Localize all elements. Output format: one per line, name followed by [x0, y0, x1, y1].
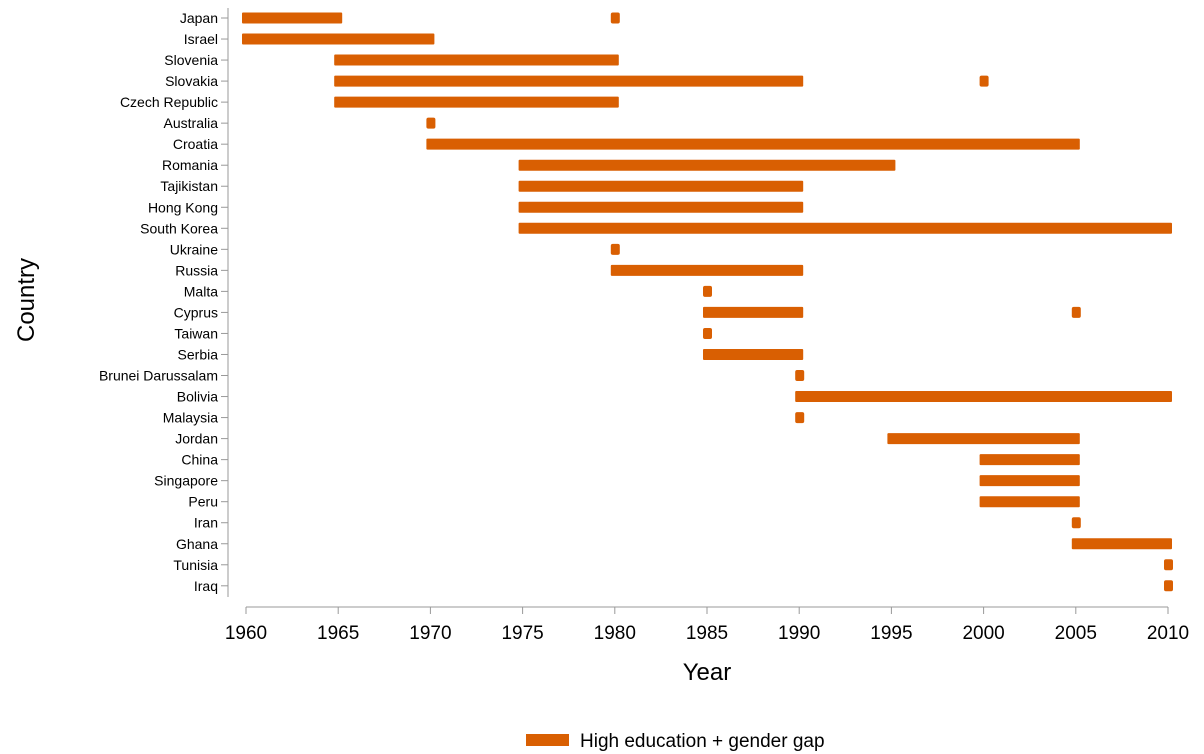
x-tick-label: 2000: [962, 623, 1004, 644]
y-tick-label: Ghana: [176, 536, 218, 552]
range-bar: [518, 159, 896, 171]
y-tick-label: Malta: [184, 283, 218, 299]
range-bar: [795, 370, 805, 382]
x-tick-label: 1990: [778, 623, 820, 644]
range-bar: [610, 264, 804, 276]
x-tick-label: 1965: [317, 623, 359, 644]
x-tick-label: 1995: [870, 623, 912, 644]
y-axis: Japan Israel Slovenia Slovakia Czech Republi…: [99, 8, 229, 597]
y-tick-label: Tajikistan: [160, 178, 218, 194]
range-bar: [518, 201, 804, 213]
range-bar: [334, 54, 619, 66]
range-bar: [887, 433, 1080, 445]
legend: High education + gender gap: [526, 731, 825, 752]
x-axis-title: Year: [683, 659, 732, 686]
range-bar: [795, 412, 805, 424]
range-bar: [979, 475, 1080, 487]
range-bar: [1071, 306, 1081, 318]
x-tick-label: 1960: [225, 623, 267, 644]
y-tick-label: Iraq: [194, 578, 218, 594]
y-tick-label: Iran: [194, 515, 218, 531]
x-tick-label: 1975: [501, 623, 543, 644]
range-bar: [703, 306, 804, 318]
x-tick-label: 1970: [409, 623, 451, 644]
range-bar: [518, 180, 804, 192]
y-tick-label: Taiwan: [174, 325, 218, 341]
range-bar: [610, 243, 620, 255]
y-tick-label: China: [181, 452, 218, 468]
y-tick-label: Slovakia: [165, 73, 218, 89]
x-tick-label: 2005: [1055, 623, 1097, 644]
y-tick-label: Croatia: [173, 136, 218, 152]
range-bar: [1164, 580, 1173, 592]
range-bar: [1071, 538, 1172, 550]
x-tick-label: 1985: [686, 623, 728, 644]
x-axis: 1960 1965 1970 1975 1980 1985 1990 1995 2000 2005…: [225, 606, 1189, 644]
y-tick-label: Russia: [175, 262, 218, 278]
y-tick-label: Malaysia: [163, 410, 218, 426]
x-tick-label: 2010: [1147, 623, 1189, 644]
y-tick-label: Japan: [180, 10, 218, 26]
range-bar: [703, 348, 804, 360]
range-bar: [426, 138, 1080, 150]
range-bar: [979, 75, 989, 87]
y-tick-label: Australia: [164, 115, 219, 131]
y-tick-label: Israel: [184, 31, 218, 47]
range-bar: [703, 327, 712, 339]
range-bar: [242, 33, 435, 45]
range-bar: [518, 222, 1172, 234]
y-tick-label: Brunei Darussalam: [99, 368, 218, 384]
legend-swatch: [526, 734, 569, 746]
range-bar: [703, 285, 712, 297]
range-bar: [334, 75, 804, 87]
y-tick-label: Czech Republic: [120, 94, 218, 110]
range-bar: [795, 391, 1172, 403]
y-tick-label: Cyprus: [174, 304, 218, 320]
y-tick-label: South Korea: [140, 220, 218, 236]
bars-layer: [242, 12, 1173, 592]
y-tick-label: Tunisia: [173, 557, 218, 573]
y-tick-label: Slovenia: [164, 52, 218, 68]
range-bar: [426, 117, 436, 129]
range-bar: [334, 96, 619, 108]
y-tick-label: Singapore: [154, 473, 218, 489]
x-tick-label: 1980: [594, 623, 636, 644]
y-tick-label: Bolivia: [177, 389, 218, 405]
range-bar: [1071, 517, 1081, 529]
range-bar: [979, 454, 1080, 466]
y-tick-label: Hong Kong: [148, 199, 218, 215]
y-tick-label: Peru: [188, 494, 218, 510]
range-bar: [1164, 559, 1173, 571]
y-axis-title: Country: [13, 258, 40, 342]
range-bar: [979, 496, 1080, 508]
range-bar: [242, 12, 343, 24]
y-tick-label: Ukraine: [170, 241, 218, 257]
y-tick-label: Romania: [162, 157, 218, 173]
range-bar: [610, 12, 620, 24]
y-tick-label: Jordan: [175, 431, 218, 447]
legend-label: High education + gender gap: [580, 731, 825, 752]
y-tick-label: Serbia: [178, 346, 219, 362]
